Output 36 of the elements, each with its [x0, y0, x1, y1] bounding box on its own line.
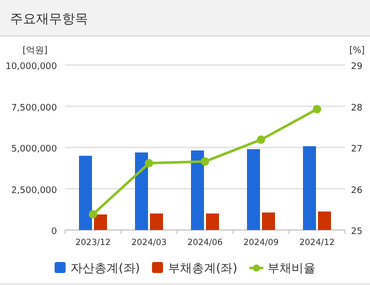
y2-tick-label: 26 — [351, 186, 363, 196]
point — [144, 158, 154, 168]
bar — [135, 152, 148, 230]
point — [256, 135, 266, 144]
legend-label: 부채총계(좌) — [168, 261, 238, 275]
legend-label: 부채비율 — [267, 261, 316, 275]
x-tick-label: 2024/03 — [131, 238, 167, 248]
x-tick-label: 2024/09 — [243, 238, 279, 248]
bar — [262, 212, 275, 230]
y-tick-label: 10,000,000 — [5, 62, 58, 72]
bar — [94, 214, 107, 230]
y-tick-label: 7,500,000 — [11, 103, 58, 114]
bar — [303, 146, 316, 230]
point — [312, 104, 322, 114]
legend-label: 자산총계(좌) — [70, 261, 140, 275]
bar — [247, 149, 260, 230]
y-tick-label: 2,500,000 — [11, 186, 58, 196]
point — [200, 157, 210, 166]
y2-axis-title: [%] — [349, 46, 365, 56]
y2-tick-label: 25 — [351, 227, 362, 237]
y-tick-label: 5,000,000 — [11, 144, 58, 154]
bar — [150, 214, 163, 230]
point — [88, 210, 98, 219]
bar — [79, 156, 92, 230]
bar — [191, 150, 204, 230]
bar — [318, 212, 331, 230]
chart-title: 주요재무항목 — [10, 12, 88, 27]
x-tick-label: 2024/12 — [299, 238, 335, 248]
y-tick-label: 0 — [51, 227, 58, 237]
x-tick-label: 2024/06 — [187, 238, 223, 248]
bar — [206, 214, 219, 230]
y2-tick-label: 27 — [351, 144, 362, 154]
y2-tick-label: 29 — [351, 62, 363, 72]
y2-tick-label: 28 — [351, 103, 363, 114]
x-tick-label: 2023/12 — [75, 238, 111, 248]
y-axis-title: [억원] — [22, 46, 48, 56]
